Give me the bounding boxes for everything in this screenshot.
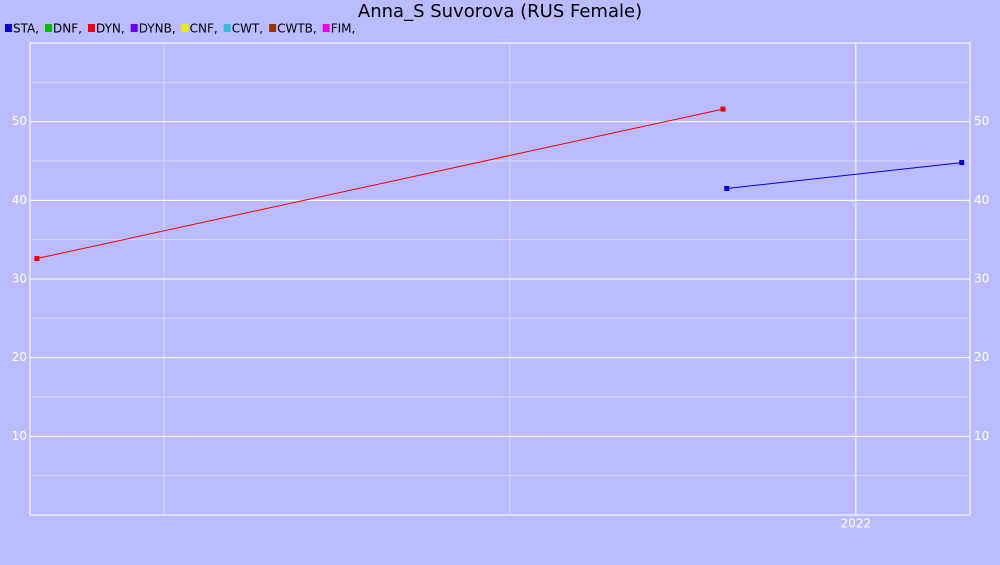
legend-swatch — [181, 24, 189, 32]
legend-swatch — [223, 24, 231, 32]
y2-tick-label: 40 — [974, 193, 989, 207]
legend-swatch — [269, 24, 277, 32]
legend-swatch — [45, 24, 53, 32]
x-tick-label: 2022 — [841, 517, 872, 531]
data-point — [720, 106, 726, 112]
legend-swatch — [322, 24, 330, 32]
legend-label: CWT, — [232, 22, 263, 36]
y-tick-label: 40 — [12, 193, 27, 207]
y2-tick-label: 10 — [974, 429, 989, 443]
legend-label: STA, — [13, 22, 39, 36]
y2-tick-label: 50 — [974, 114, 989, 128]
y-tick-label: 50 — [12, 114, 27, 128]
legend-label: CWTB, — [277, 22, 317, 36]
series-line — [36, 108, 724, 260]
y-tick-label: 10 — [12, 429, 27, 443]
data-point — [959, 160, 965, 166]
y-tick-label: 30 — [12, 272, 27, 286]
legend-swatch — [87, 24, 95, 32]
y-tick-label: 20 — [12, 350, 27, 364]
legend-label: DNF, — [53, 22, 82, 36]
legend-label: DYNB, — [139, 22, 176, 36]
data-point — [724, 186, 730, 192]
series-line — [726, 162, 962, 190]
legend-label: CNF, — [190, 22, 218, 36]
legend-label: FIM, — [331, 22, 356, 36]
y2-tick-label: 30 — [974, 272, 989, 286]
y2-tick-label: 20 — [974, 350, 989, 364]
legend-swatch — [5, 24, 12, 32]
data-point — [34, 256, 40, 262]
legend-label: DYN, — [96, 22, 125, 36]
chart-title: Anna_S Suvorova (RUS Female) — [358, 1, 642, 22]
legend-swatch — [130, 24, 138, 32]
